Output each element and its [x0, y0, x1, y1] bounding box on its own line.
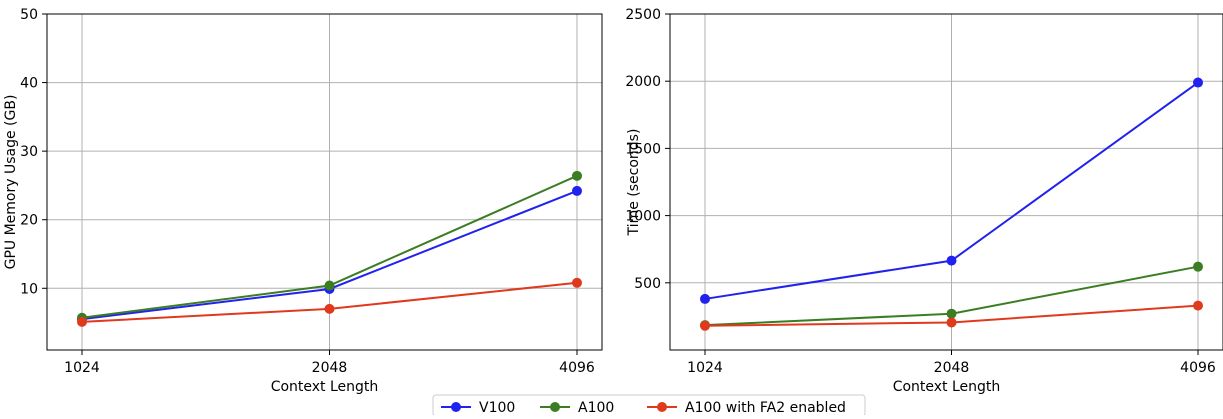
y-tick-label: 2500: [625, 7, 661, 23]
legend-label: A100: [578, 400, 614, 415]
y-tick-label: 1500: [625, 141, 661, 157]
legend: V100 A100 A100 with FA2 enabled: [432, 394, 866, 417]
y-tick-label: 1000: [625, 209, 661, 225]
y-tick-label: 50: [20, 7, 38, 23]
data-point: [1193, 300, 1203, 311]
chart-1: 10 20 30 40 50 1024 2048 4096 Context Length GPU …: [3, 7, 603, 395]
data-point: [946, 255, 957, 266]
data-point: [1193, 261, 1203, 272]
data-point: [324, 303, 335, 314]
legend-marker: [657, 402, 667, 412]
data-point: [700, 293, 710, 304]
y-tick-label: 40: [20, 76, 38, 92]
y-tick-label: 500: [634, 276, 661, 292]
data-point: [1193, 77, 1203, 88]
data-point: [77, 316, 87, 327]
legend-label: A100 with FA2 enabled: [685, 400, 846, 415]
legend-label: V100: [479, 400, 515, 415]
axes-frame: [669, 13, 1223, 351]
x-tick-label: 2048: [312, 360, 348, 376]
x-tick-label: 4096: [1180, 360, 1216, 376]
data-point: [572, 277, 582, 288]
y-tick-label: 20: [20, 213, 38, 229]
x-tick-label: 2048: [934, 360, 970, 376]
y-tick-label: 10: [20, 281, 38, 297]
y-axis-label: Time (seconds): [626, 129, 642, 237]
legend-marker: [451, 402, 461, 412]
chart-2: 500 1000 1500 2000 2500 1024 2048 4096 Context L…: [625, 7, 1223, 395]
data-point: [572, 170, 582, 181]
axes-frame: [46, 13, 603, 351]
x-tick-label: 4096: [559, 360, 595, 376]
y-tick-label: 2000: [625, 74, 661, 90]
x-axis-label: Context Length: [893, 379, 1001, 395]
data-point: [946, 308, 957, 319]
data-point: [946, 317, 957, 328]
x-tick-label: 1024: [64, 360, 100, 376]
legend-marker: [550, 402, 560, 412]
x-tick-label: 1024: [687, 360, 723, 376]
x-axis-label: Context Length: [271, 379, 379, 395]
data-point: [324, 280, 335, 291]
data-point: [572, 185, 582, 196]
data-point: [700, 320, 710, 331]
y-axis-label: GPU Memory Usage (GB): [3, 95, 19, 270]
y-tick-label: 30: [20, 144, 38, 160]
